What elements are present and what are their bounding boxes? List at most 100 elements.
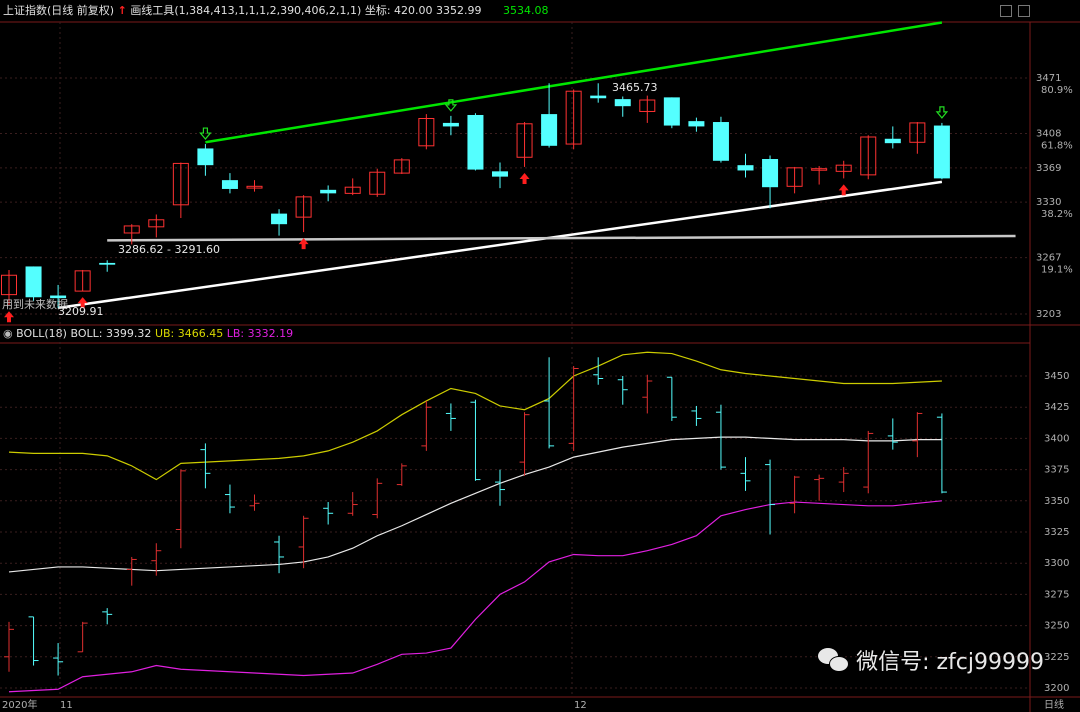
candle-body-up [393,159,410,174]
candle-body-down [25,266,42,298]
candle-body-up [835,164,852,172]
chart-mode: (日线 前复权) [47,4,115,17]
buy-arrow-icon [4,311,14,323]
candle-body-up [418,118,435,147]
sell-arrow-icon [444,99,458,112]
buy-arrow-icon [298,238,309,250]
boll-lb-value: LB: 3332.19 [226,327,294,340]
drawing-tool-label[interactable]: 画线工具 [130,4,175,17]
candle-body-up [1,274,17,296]
drawing-tool-params: (1,384,413,1,1,1,2,390,406,2,1,1) [174,4,362,17]
top-axis-tick: 3267 [1036,253,1061,264]
bottom-axis-tick: 3450 [1044,371,1069,382]
x-axis-month-12: 12 [574,700,587,711]
candle-body-up [516,123,533,158]
coordinate-label: 坐标: 420.00 [364,4,433,17]
candle-body-down [884,138,901,144]
candle-body-down [712,122,729,161]
candle-body-up [639,99,656,112]
index-title[interactable]: 上证指数 [3,4,47,17]
candle-body-up [369,171,386,195]
candle-body-down [590,95,607,99]
boll-middle-band [8,436,942,573]
peak-annotation: 3465.73 [612,81,658,94]
low-annotation: 3209.91 [58,305,104,318]
range-annotation: 3286.62 - 3291.60 [118,243,220,256]
boll-header: ◉ BOLL(18) BOLL: 3399.32 UB: 3466.45 LB:… [3,327,293,341]
x-axis-year: 2020年 [2,698,37,711]
x-axis-month-11: 11 [60,700,73,711]
trendline-lower-white [57,180,943,310]
candle-body-down [614,99,631,107]
candle-body-down [933,125,950,179]
buy-arrow-icon [838,184,849,196]
trendline-horizontal-gray [107,234,1016,242]
bottom-axis-tick: 3250 [1044,621,1069,632]
candle-body-down [99,262,116,265]
candle-body-up [74,270,91,292]
candle-body-up [909,122,926,143]
bottom-axis-tick: 3275 [1044,589,1069,600]
bottom-axis-tick: 3375 [1044,465,1069,476]
boll-circle-icon: ◉ [3,327,13,340]
green-line-price: 3534.08 [503,4,549,17]
top-axis-tick: 3408 [1036,128,1061,139]
wechat-icon [818,648,850,672]
candle-body-down [442,122,459,127]
top-axis-tick: 3330 [1036,197,1061,208]
candle-body-up [786,167,803,187]
candle-body-down [271,213,288,225]
bottom-axis-tick: 3300 [1044,558,1069,569]
candle-body-down [762,159,779,188]
candle-body-up [246,185,263,189]
candle-body-up [860,136,877,176]
candle-body-down [50,295,67,299]
candle-body-up [811,168,828,171]
top-axis-tick: 3471 [1036,73,1061,84]
up-arrow-icon: ↑ [117,4,127,17]
candle-body-down [492,171,508,177]
top-axis-pct: 80.9% [1041,85,1073,96]
boll-upper-band [8,351,942,481]
bottom-axis-tick: 3200 [1044,683,1069,694]
candle-body-down [663,97,680,126]
candle-body-down [221,180,238,189]
period-label[interactable]: 日线 [1044,698,1064,711]
top-axis-pct: 61.8% [1041,140,1073,151]
candle-body-down [197,148,214,166]
trendline-upper-green [205,21,943,144]
candle-body-up [123,225,140,234]
maximize-icon[interactable] [1018,5,1030,17]
candle-body-down [688,121,705,127]
candle-body-up [172,162,189,206]
candle-body-down [320,189,337,194]
buy-arrow-icon [77,297,88,309]
sell-arrow-icon [935,106,949,119]
bottom-axis-tick: 3350 [1044,496,1069,507]
buy-arrow-icon [519,172,530,184]
candle-body-up [344,186,361,194]
boll-mid-value: BOLL: 3399.32 [70,327,152,340]
candle-body-down [541,114,558,146]
boll-indicator-name[interactable]: BOLL(18) [16,327,67,340]
top-axis-tick: 3203 [1036,309,1061,320]
candle-body-up [565,90,582,145]
boll-ub-value: UB: 3466.45 [154,327,224,340]
top-axis-tick: 3369 [1036,163,1061,174]
bottom-axis-tick: 3225 [1044,652,1069,663]
bottom-axis-tick: 3425 [1044,402,1069,413]
candle-body-up [148,219,165,228]
restore-icon[interactable] [1000,5,1012,17]
top-axis-pct: 19.1% [1041,265,1073,276]
wechat-id: 微信号: zfcj99999 [856,650,1044,675]
bottom-axis-tick: 3400 [1044,433,1069,444]
candle-body-down [467,114,484,170]
bottom-axis-tick: 3325 [1044,527,1069,538]
candle-body-down [737,165,754,171]
wechat-watermark: 微信号: zfcj99999 [818,644,1044,676]
future-data-warning: 用到未来数据 [2,297,68,311]
candle-body-up [295,196,312,218]
sell-arrow-icon [199,127,212,140]
coordinate-value: 3352.99 [436,4,482,17]
